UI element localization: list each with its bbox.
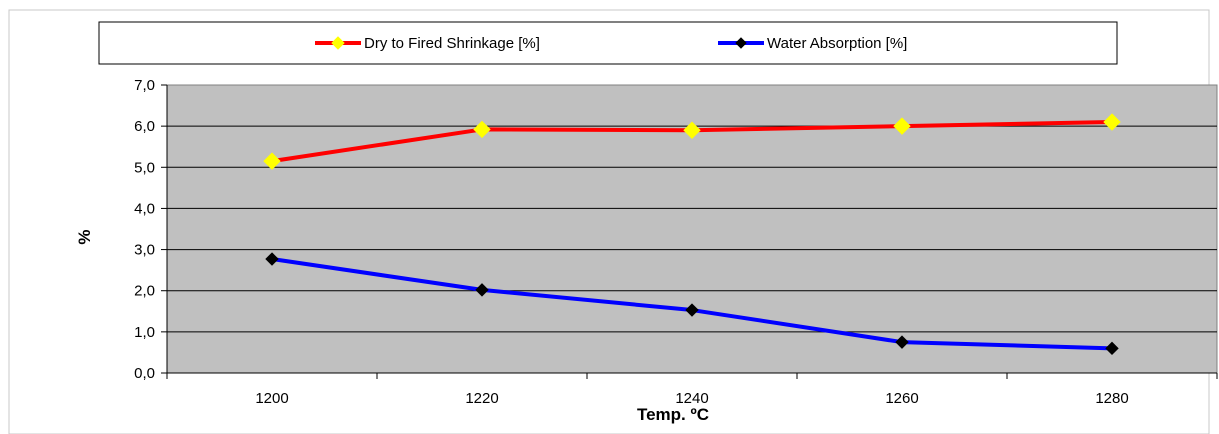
data-point	[1103, 113, 1121, 131]
series-1	[263, 113, 1121, 170]
x-tick-label: 1220	[465, 390, 498, 407]
data-point	[473, 120, 491, 139]
y-tick-label: 2,0	[134, 283, 155, 300]
y-tick-label: 7,0	[134, 77, 155, 94]
series-layer	[263, 113, 1121, 356]
y-tick-label: 6,0	[134, 118, 155, 135]
y-tick-label: 0,0	[134, 365, 155, 382]
y-tick-label: 3,0	[134, 242, 155, 259]
legend-marker	[735, 37, 747, 49]
legend-entry: Water Absorption [%]	[718, 35, 907, 52]
x-axis-title: Temp. ºC	[637, 405, 709, 424]
y-axis-title: %	[75, 229, 94, 244]
data-point	[893, 117, 911, 135]
data-point	[895, 335, 909, 349]
legend-marker	[331, 36, 345, 50]
y-tick-label: 4,0	[134, 200, 155, 217]
y-tick-label: 1,0	[134, 324, 155, 341]
data-point	[265, 252, 279, 266]
data-point	[1105, 341, 1119, 356]
x-tick-label: 1260	[885, 390, 918, 407]
legend-label: Water Absorption [%]	[767, 35, 907, 52]
y-tick-label: 5,0	[134, 159, 155, 176]
legend: Dry to Fired Shrinkage [%] Water Absorpti…	[98, 21, 1118, 65]
series-2	[265, 252, 1119, 356]
data-point	[683, 121, 701, 139]
x-tick-label: 1240	[675, 390, 708, 407]
data-point	[685, 303, 699, 317]
data-point	[475, 283, 489, 297]
x-tick-label: 1200	[255, 390, 288, 407]
axes: 0,0 1,0 2,0 3,0 4,0 5,0 6,0 7,0 1200 1220 1240 1260…	[134, 77, 1218, 407]
data-point	[263, 152, 281, 170]
x-tick-label: 1280	[1095, 390, 1128, 407]
legend-entry: Dry to Fired Shrinkage [%]	[315, 35, 540, 52]
legend-box	[98, 21, 1118, 65]
legend-label: Dry to Fired Shrinkage [%]	[364, 35, 540, 52]
